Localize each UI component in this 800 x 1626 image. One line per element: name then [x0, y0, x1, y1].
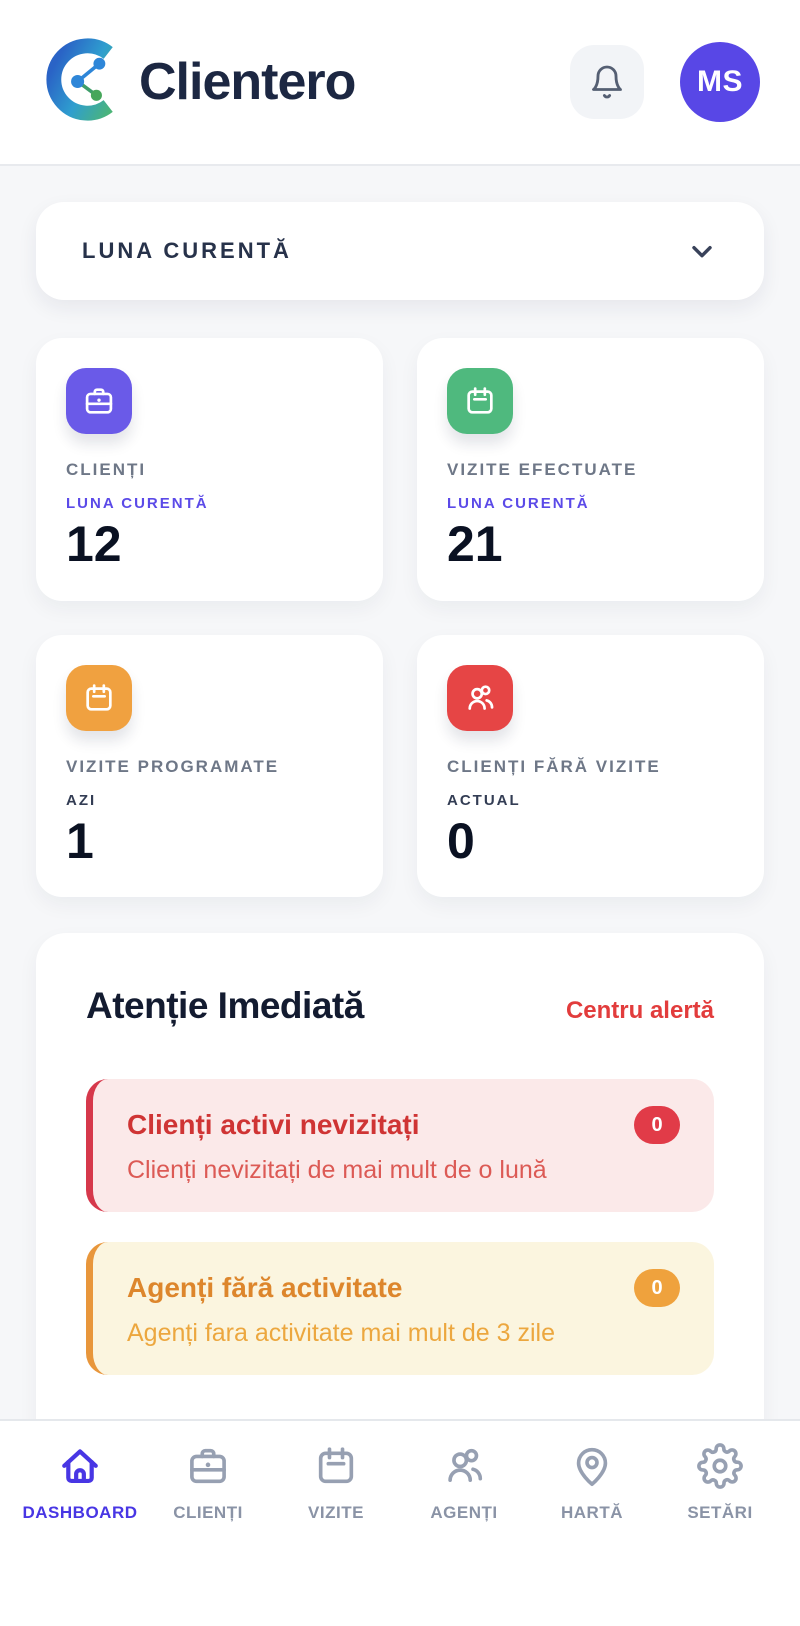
dashboard-main: LUNA CURENTĂ CLIENȚI LUNA CURENTĂ 12 [0, 166, 800, 1491]
alert-clienti-activi-nevizitati[interactable]: Clienți activi nevizitați 0 Clienți nevi… [86, 1079, 714, 1212]
calendar-icon [66, 664, 132, 731]
alert-title: Agenți fără activitate [127, 1272, 403, 1303]
users-icon [448, 1448, 483, 1483]
home-icon [62, 1449, 98, 1484]
stat-value: 21 [447, 516, 503, 572]
stat-period: LUNA CURENTĂ [447, 495, 590, 512]
calendar-icon [318, 1447, 354, 1484]
nav-label: HARTĂ [561, 1503, 623, 1522]
briefcase-icon [66, 368, 132, 434]
period-dropdown-value: LUNA CURENTĂ [82, 238, 292, 263]
nav-item-harta[interactable]: HARTĂ [528, 1443, 656, 1523]
avatar[interactable]: MS [680, 42, 760, 122]
stat-value: 12 [66, 516, 122, 572]
chevron-down-icon [692, 245, 712, 258]
nav-item-vizite[interactable]: VIZITE [272, 1443, 400, 1523]
stat-card-clienti[interactable]: CLIENȚI LUNA CURENTĂ 12 [36, 338, 383, 601]
period-dropdown[interactable]: LUNA CURENTĂ [36, 202, 764, 300]
nav-label: AGENȚI [430, 1503, 498, 1522]
app-logo: Clientero [40, 32, 356, 132]
map-pin-icon [576, 1447, 608, 1487]
nav-item-clienti[interactable]: CLIENȚI [144, 1443, 272, 1523]
alert-title: Clienți activi nevizitați [127, 1109, 420, 1140]
stat-card-vizite-efectuate[interactable]: VIZITE EFECTUATE LUNA CURENTĂ 21 [417, 338, 764, 601]
alert-description: Agenți fara activitate mai mult de 3 zil… [127, 1319, 555, 1347]
notifications-button[interactable] [570, 45, 644, 119]
nav-label: SETĂRI [687, 1503, 753, 1522]
stat-card-vizite-programate[interactable]: VIZITE PROGRAMATE AZI 1 [36, 634, 383, 897]
stat-label: CLIENȚI FĂRĂ VIZITE [447, 756, 661, 776]
alert-list: Clienți activi nevizitați 0 Clienți nevi… [86, 1079, 714, 1375]
alert-count-badge: 0 [634, 1106, 680, 1144]
nav-item-setari[interactable]: SETĂRI [656, 1443, 784, 1523]
stat-label: VIZITE PROGRAMATE [66, 756, 280, 776]
stats-grid: CLIENȚI LUNA CURENTĂ 12 VIZITE EFECTUATE… [36, 338, 764, 897]
stat-period: AZI [66, 791, 97, 809]
alert-description: Clienți nevizitați de mai mult de o lună [127, 1156, 547, 1184]
users-icon [447, 664, 513, 731]
calendar-icon [447, 368, 513, 434]
nav-label: CLIENȚI [173, 1503, 243, 1522]
alert-count-badge: 0 [634, 1269, 680, 1307]
bell-icon [592, 65, 622, 99]
clientero-logo-icon [40, 32, 135, 132]
briefcase-icon [190, 1448, 226, 1484]
stat-label: VIZITE EFECTUATE [447, 460, 638, 479]
app-header: Clientero MS [0, 0, 800, 166]
alert-center-link[interactable]: Centru alertă [565, 997, 714, 1024]
alert-agenti-fara-activitate[interactable]: Agenți fără activitate 0 Agenți fara act… [86, 1242, 714, 1375]
attention-section: Atenție Imediată Centru alertă Clienți a… [36, 933, 764, 1455]
nav-label: VIZITE [308, 1503, 364, 1522]
stat-period: ACTUAL [447, 791, 521, 809]
bottom-nav: DASHBOARD CLIENȚI VIZITE AGENȚI [0, 1419, 800, 1626]
stat-label: CLIENȚI [66, 460, 147, 479]
attention-title: Atenție Imediată [86, 985, 364, 1026]
nav-item-dashboard[interactable]: DASHBOARD [16, 1443, 144, 1523]
stat-period: LUNA CURENTĂ [66, 495, 209, 512]
stat-value: 0 [447, 812, 475, 869]
stat-card-clienti-fara-vizite[interactable]: CLIENȚI FĂRĂ VIZITE ACTUAL 0 [417, 634, 764, 897]
app-name: Clientero [139, 53, 356, 111]
gear-icon [697, 1443, 743, 1489]
stat-value: 1 [66, 812, 94, 869]
nav-label: DASHBOARD [22, 1503, 138, 1522]
nav-item-agenti[interactable]: AGENȚI [400, 1443, 528, 1523]
